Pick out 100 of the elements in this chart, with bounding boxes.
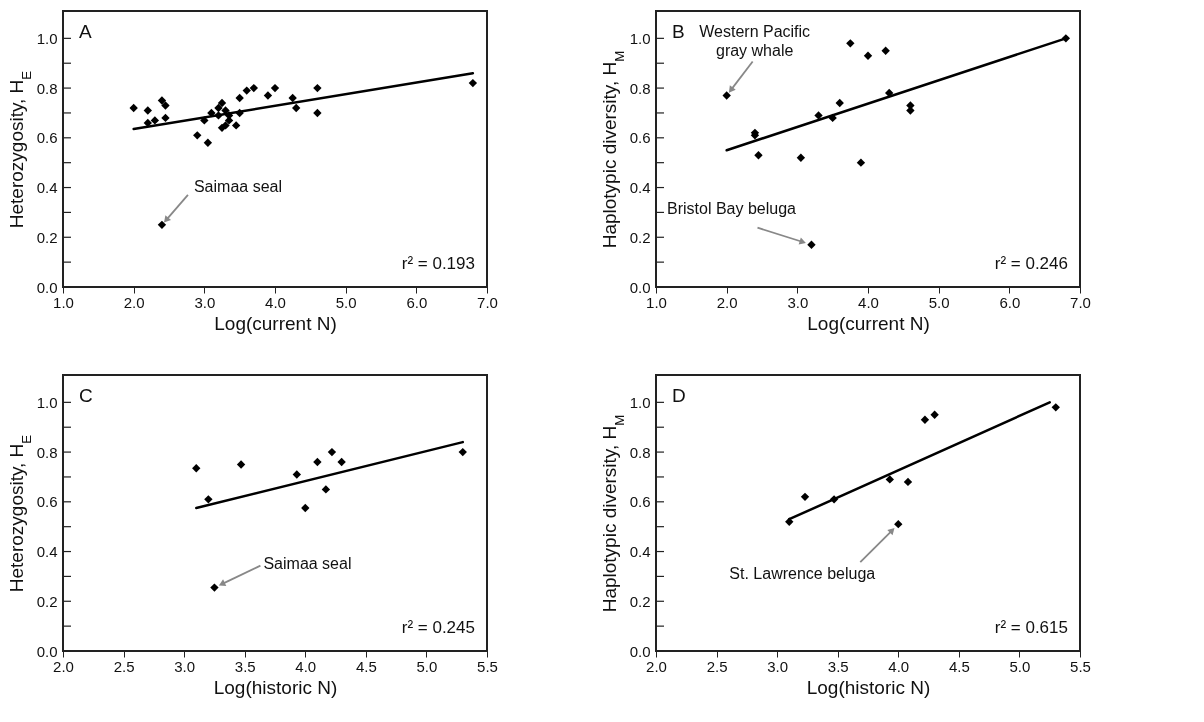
annotation: B [672,21,685,42]
point [217,98,227,108]
x-tick-label: 1.0 [646,293,667,311]
point [1051,403,1060,412]
annotation: r² = 0.246 [994,254,1068,273]
point [129,103,138,113]
point [785,517,794,526]
y-tick-label: 0.0 [629,642,651,660]
y-tick-label: 0.6 [36,129,58,147]
point [242,86,251,95]
point [236,460,246,469]
point [161,113,170,123]
point [204,495,213,504]
point [903,477,913,487]
y-tick-label: 0.2 [629,228,651,246]
x-tick-label: 6.0 [406,293,428,311]
point [210,583,219,592]
y-tick-label: 1.0 [629,29,651,47]
x-tick-label: 3.5 [234,657,256,675]
point [301,503,310,513]
point [143,106,152,115]
point [235,108,244,118]
annotation: A [79,21,92,42]
x-tick-label: 6.0 [999,293,1021,311]
point [292,103,301,113]
x-tick-label: 5.5 [1070,657,1091,675]
point [800,492,810,502]
annotation: D [672,385,686,406]
point [327,447,337,457]
x-tick-label: 4.0 [265,293,286,311]
y-tick-label: 1.0 [36,29,58,47]
point [203,138,213,147]
point [814,111,823,120]
point [829,495,839,504]
point [863,51,873,60]
point [835,98,844,108]
point [722,91,731,100]
y-tick-label: 0.8 [629,443,651,461]
point [207,108,216,118]
x-tick-label: 2.5 [706,657,728,675]
point [754,151,763,160]
point [885,475,894,484]
y-tick-label: 0.0 [36,278,58,296]
x-tick-label: 4.5 [355,657,377,675]
point [214,103,223,113]
y-tick-label: 0.2 [36,592,58,610]
x-axis-title: Log(historic N) [213,676,338,698]
y-tick-label: 0.4 [629,543,651,561]
x-tick-label: 4.5 [948,657,970,675]
point [200,116,209,125]
y-tick-label: 0.8 [36,79,58,97]
x-tick-label: 4.0 [888,657,910,675]
point [270,83,280,93]
annotation: Saimaa seal [193,177,282,195]
point [313,83,322,93]
point [313,108,322,118]
point [193,131,202,140]
point [796,153,806,162]
point [930,410,939,419]
y-tick-label: 0.4 [36,543,58,561]
point [1061,34,1071,43]
x-tick-label: 5.0 [1009,657,1031,675]
point [157,220,167,230]
y-tick-label: 0.0 [629,278,651,296]
point [468,78,478,88]
x-tick-label: 1.0 [53,293,74,311]
annotation: Bristol Bay beluga [666,199,797,217]
x-tick-label: 5.0 [335,293,357,311]
point [214,111,223,120]
point [221,121,230,130]
y-tick-label: 0.0 [36,642,58,660]
point [249,83,258,93]
y-tick-label: 0.6 [629,129,651,147]
x-tick-label: 5.0 [416,657,438,675]
x-tick-label: 2.0 [53,657,74,675]
point [288,93,297,103]
x-tick-label: 3.0 [767,657,789,675]
annotation: r² = 0.193 [401,254,475,273]
point [337,457,346,467]
point [292,470,301,479]
x-tick-label: 2.0 [716,293,738,311]
x-tick-label: 5.0 [928,293,950,311]
y-tick-label: 0.2 [36,228,58,246]
point [263,91,273,100]
point [856,158,866,167]
x-tick-label: 4.0 [295,657,317,675]
point [894,520,903,529]
x-tick-label: 7.0 [1070,293,1091,311]
y-tick-label: 1.0 [36,393,58,411]
annotation: r² = 0.245 [401,618,475,637]
annotation: St. Lawrence beluga [729,565,876,583]
x-tick-label: 4.0 [858,293,879,311]
point [192,464,201,473]
y-tick-label: 1.0 [629,393,651,411]
y-tick-label: 0.6 [36,493,58,511]
annotation: r² = 0.615 [994,618,1068,637]
x-tick-label: 2.0 [646,657,667,675]
y-tick-label: 0.4 [36,179,58,197]
x-tick-label: 7.0 [477,293,498,311]
x-tick-label: 3.0 [787,293,809,311]
